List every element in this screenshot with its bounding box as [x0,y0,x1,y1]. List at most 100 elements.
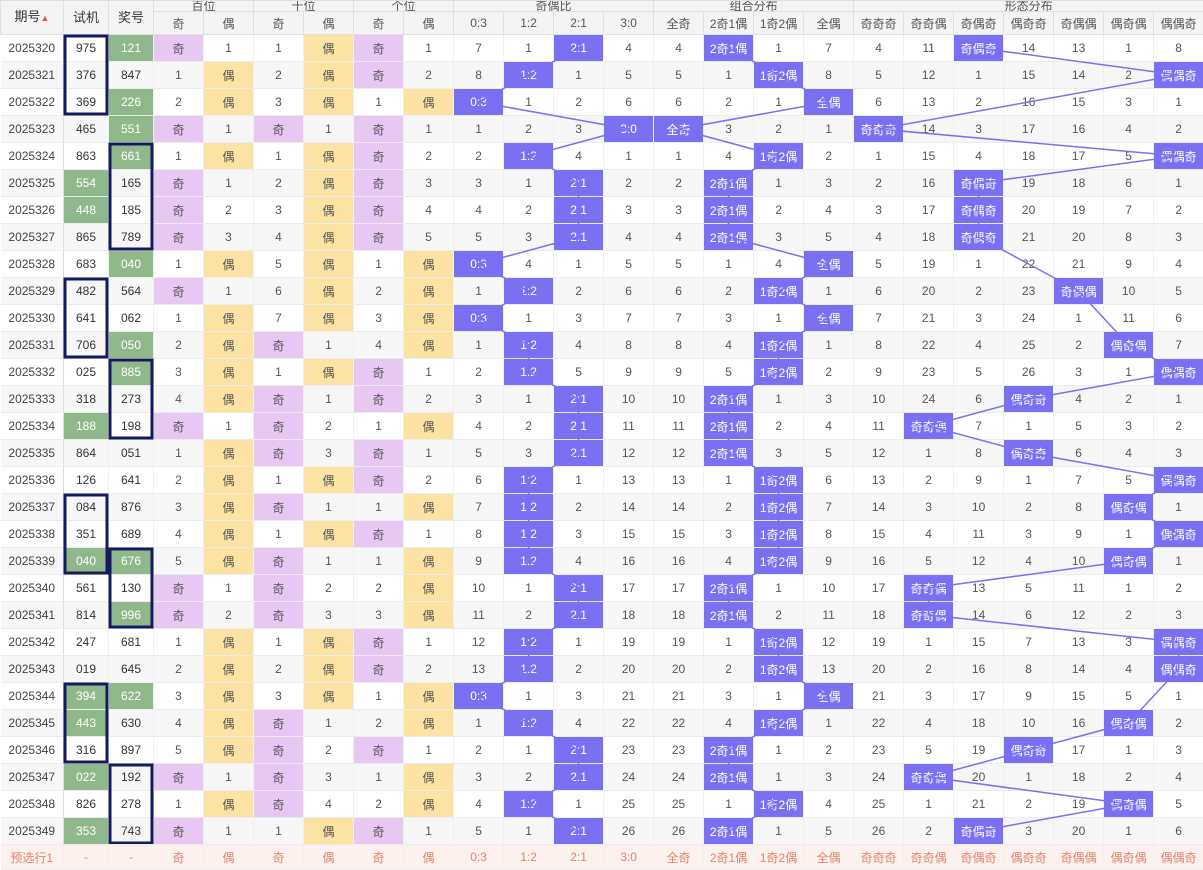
preselect-num[interactable]: - [109,845,154,870]
stat-cell: 奇 [354,521,404,548]
stat-cell: 偶 [204,710,254,737]
draw-number-cell: 622 [109,683,154,710]
stat-cell: 18 [954,710,1004,737]
preselect-option[interactable]: 奇 [254,845,304,870]
stat-cell: 7 [454,35,504,62]
stat-cell: 1 [204,35,254,62]
stat-cell: 5 [154,737,204,764]
stat-cell: 2奇1偶 [704,413,754,440]
period-cell: 2025340 [1,575,64,602]
preselect-option[interactable]: 奇奇偶 [904,845,954,870]
stat-cell: 2 [254,62,304,89]
draw-number-cell: 165 [109,170,154,197]
preselect-option[interactable]: 全偶 [804,845,854,870]
period-cell: 2025348 [1,791,64,818]
stat-cell: 22 [604,710,654,737]
preselect-option[interactable]: 3:0 [604,845,654,870]
stat-cell: 1 [1004,467,1054,494]
stat-cell: 1 [154,62,204,89]
stat-cell: 11 [854,413,904,440]
stat-cell: 2奇1偶 [704,575,754,602]
stat-cell: 奇 [354,116,404,143]
stat-cell: 1 [754,170,804,197]
stat-cell: 1奇2偶 [754,548,804,575]
stat-cell: 5 [1104,467,1154,494]
preselect-try[interactable]: - [64,845,109,870]
stat-cell: 1 [754,575,804,602]
preselect-option[interactable]: 奇偶奇 [954,845,1004,870]
preselect-option[interactable]: 全奇 [654,845,704,870]
preselect-option[interactable]: 偶 [204,845,254,870]
stat-cell: 偶 [304,359,354,386]
stat-cell: 1:2 [504,332,554,359]
stat-cell: 1 [404,818,454,845]
stat-cell: 1 [204,575,254,602]
preselect-option[interactable]: 偶 [404,845,454,870]
stat-cell: 1 [804,332,854,359]
preselect-option[interactable]: 奇偶偶 [1054,845,1104,870]
period-cell: 2025345 [1,710,64,737]
stat-cell: 4 [704,710,754,737]
stat-cell: 26 [654,818,704,845]
stat-cell: 4 [854,224,904,251]
stat-cell: 7 [454,494,504,521]
preselect-option[interactable]: 1:2 [504,845,554,870]
stat-cell: 1:2 [504,467,554,494]
preselect-option[interactable]: 2奇1偶 [704,845,754,870]
stat-cell: 5 [254,251,304,278]
preselect-option[interactable]: 2:1 [554,845,604,870]
preselect-option[interactable]: 偶奇奇 [1004,845,1054,870]
period-header[interactable]: 期号▲ [1,1,64,35]
preselect-option[interactable]: 奇 [354,845,404,870]
stat-cell: 5 [554,359,604,386]
stat-cell: 19 [1054,791,1104,818]
stat-cell: 2 [404,656,454,683]
stat-cell: 4 [1004,548,1054,575]
stat-cell: 3 [504,440,554,467]
preselect-option[interactable]: 奇 [154,845,204,870]
stat-cell: 奇 [154,818,204,845]
stat-cell: 3 [1054,359,1104,386]
stat-cell: 1 [904,791,954,818]
stat-cell: 全偶 [804,305,854,332]
stat-cell: 1 [404,359,454,386]
stat-cell: 2 [354,791,404,818]
try-number-cell: 022 [64,764,109,791]
period-cell: 2025320 [1,35,64,62]
stat-cell: 4 [454,197,504,224]
stat-cell: 1奇2偶 [754,710,804,737]
sub-shape-4: 奇偶偶 [1054,12,1104,35]
preselect-option[interactable]: 偶偶奇 [1154,845,1203,870]
preselect-option[interactable]: 偶奇偶 [1104,845,1154,870]
stat-cell: 1 [804,710,854,737]
stat-cell: 1 [354,548,404,575]
stat-cell: 11 [954,521,1004,548]
sort-arrow-icon[interactable]: ▲ [41,13,50,23]
preselect-option[interactable]: 偶 [304,845,354,870]
stat-cell: 偶 [404,764,454,791]
stat-cell: 8 [854,332,904,359]
stat-cell: 25 [1004,332,1054,359]
sub-units-even: 偶 [404,12,454,35]
stat-cell: 4 [1104,116,1154,143]
stat-cell: 偶奇奇 [1004,440,1054,467]
preselect-option[interactable]: 0:3 [454,845,504,870]
stat-cell: 4 [804,197,854,224]
stat-cell: 2 [1154,197,1203,224]
stat-cell: 7 [804,35,854,62]
stat-cell: 8 [954,440,1004,467]
draw-number-cell: 130 [109,575,154,602]
stat-cell: 奇 [354,62,404,89]
preselect-label[interactable]: 预选行1 [1,845,64,870]
stat-cell: 4 [1104,656,1154,683]
preselect-option[interactable]: 奇奇奇 [854,845,904,870]
period-cell: 2025349 [1,818,64,845]
stat-cell: 2 [254,170,304,197]
stat-cell: 奇 [254,386,304,413]
stat-cell: 奇奇偶 [904,602,954,629]
preselect-option[interactable]: 1奇2偶 [754,845,804,870]
